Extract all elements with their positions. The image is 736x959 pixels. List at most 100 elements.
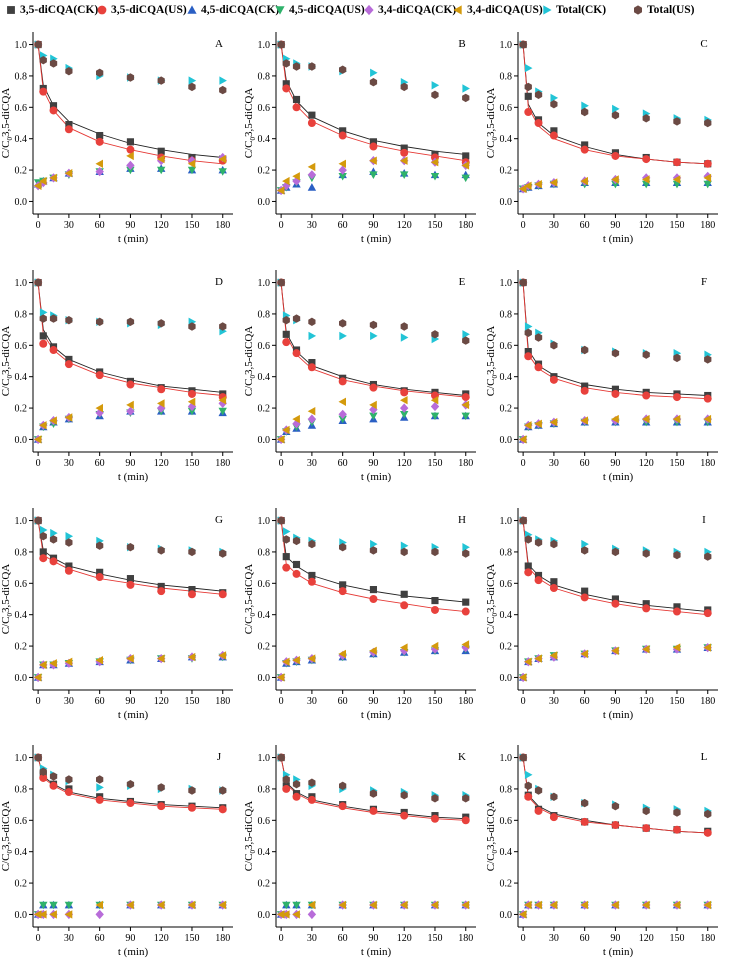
data-point: [704, 355, 712, 364]
x-tick-label: 90: [610, 933, 620, 944]
data-point: [39, 176, 47, 186]
x-tick-label: 150: [427, 220, 442, 231]
x-axis-label: t (min): [603, 471, 634, 483]
y-tick-label: 0.4: [258, 610, 271, 621]
data-point: [126, 780, 135, 789]
data-point: [580, 176, 588, 186]
x-axis-label: t (min): [118, 471, 149, 483]
data-point: [126, 166, 135, 175]
y-tick-label: 0.2: [258, 166, 271, 177]
data-point: [292, 780, 301, 789]
data-point: [282, 553, 290, 561]
data-point: [188, 82, 196, 92]
data-point: [188, 786, 196, 795]
data-point: [65, 538, 73, 547]
data-point: [307, 577, 316, 586]
data-point: [64, 360, 73, 369]
data-point: [39, 308, 48, 317]
x-axis-label: t (min): [361, 709, 392, 721]
x-tick-label: 150: [427, 696, 442, 707]
series-Total(US): [519, 753, 712, 819]
data-point: [282, 84, 291, 93]
y-tick-label: 0.4: [500, 372, 513, 383]
x-tick-label: 30: [307, 220, 317, 231]
data-point: [611, 900, 619, 910]
data-point: [534, 786, 543, 795]
data-point: [292, 62, 301, 71]
panel-F: 0 30 60 90 120 150 180 0.0 0.2 0.4 0.6 0.8 1.0 t (min…: [485, 270, 718, 483]
series-Total(CK): [519, 278, 712, 359]
x-tick-label: 0: [279, 696, 284, 707]
x-tick-label: 180: [700, 933, 715, 944]
data-point: [461, 640, 470, 649]
legend-label: 3,4-diCQA(US): [467, 4, 543, 16]
data-point: [64, 901, 74, 910]
data-point: [126, 799, 135, 808]
data-point: [49, 102, 58, 110]
x-tick-label: 30: [307, 933, 317, 944]
series-Total(CK): [34, 753, 227, 795]
x-tick-label: 0: [279, 220, 284, 231]
series-3,4-diCQA(US): [33, 900, 227, 919]
x-tick-label: 60: [338, 933, 348, 944]
data-point: [400, 403, 409, 413]
y-axis-label: C/C03,5-diCQA: [0, 326, 14, 396]
data-point: [277, 278, 285, 287]
data-point: [534, 900, 542, 910]
data-point: [400, 643, 408, 652]
data-point: [672, 414, 681, 424]
x-tick-label: 150: [184, 933, 199, 944]
data-point: [64, 125, 73, 134]
data-point: [550, 100, 558, 109]
y-tick-label: 0.8: [258, 547, 271, 558]
data-point: [219, 76, 227, 85]
x-tick-label: 180: [215, 220, 230, 231]
series-3,4-diCQA(US): [276, 900, 470, 919]
data-point: [673, 603, 681, 611]
data-point: [39, 901, 48, 910]
fit-curve-ck: [37, 282, 223, 393]
data-point: [369, 789, 378, 798]
data-point: [95, 900, 103, 910]
x-tick-label: 90: [368, 458, 378, 469]
series-4,5-diCQA(US): [276, 411, 470, 444]
y-tick-label: 0.2: [258, 642, 271, 653]
data-point: [157, 900, 165, 910]
data-point: [462, 84, 470, 93]
data-point: [673, 808, 681, 817]
x-tick-label: 120: [639, 458, 654, 469]
data-point: [580, 386, 589, 395]
data-point: [338, 409, 347, 419]
y-tick-label: 0.4: [15, 847, 28, 858]
data-point: [549, 584, 558, 593]
data-point: [307, 654, 316, 663]
data-point: [400, 601, 409, 610]
data-point: [49, 416, 57, 425]
data-point: [95, 137, 104, 146]
data-point: [642, 175, 650, 184]
series-3,4-diCQA(US): [518, 414, 712, 444]
data-point: [672, 607, 681, 616]
data-point: [612, 104, 620, 114]
series-Total(US): [34, 40, 227, 95]
data-point: [126, 317, 135, 326]
y-axis-label: C/C03,5-diCQA: [243, 326, 257, 396]
series-3,5-diCQA(US): [519, 753, 712, 837]
data-point: [95, 408, 104, 418]
data-point: [292, 901, 301, 910]
data-point: [126, 380, 135, 389]
data-point: [369, 138, 378, 146]
y-tick-label: 0.6: [258, 816, 271, 827]
series-Total(US): [277, 40, 470, 103]
series-3,5-diCQA(US): [34, 278, 227, 402]
data-point: [33, 435, 42, 444]
data-point: [39, 339, 48, 348]
data-point: [188, 586, 196, 594]
data-point: [611, 385, 620, 393]
panel-label: H: [458, 514, 466, 526]
x-tick-label: 180: [215, 933, 230, 944]
x-axis-label: t (min): [361, 233, 392, 245]
data-point: [39, 56, 47, 65]
data-point: [308, 571, 316, 580]
panel-label: I: [702, 514, 706, 526]
